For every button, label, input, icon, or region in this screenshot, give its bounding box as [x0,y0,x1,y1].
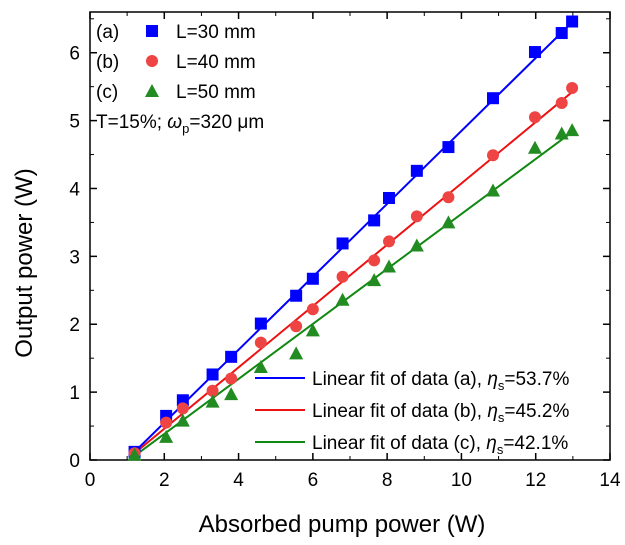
data-point-b [160,416,173,429]
y-tick-label: 2 [69,315,80,336]
legend-marker-c [145,84,159,97]
data-point-b [306,303,319,316]
x-tick-label: 10 [451,470,472,491]
legend-name-c: L=50 mm [176,82,256,103]
data-point-c [253,360,268,374]
data-point-c [224,387,239,401]
data-point-b [368,254,381,267]
data-point-b [176,402,189,415]
y-tick-label: 3 [69,247,80,268]
y-tick-label: 6 [69,44,80,65]
data-point-a [254,317,267,330]
data-point-c [486,183,500,197]
data-point-a [442,141,455,154]
data-point-c [367,273,382,287]
data-point-b [528,111,541,124]
legend-marker-a [146,25,158,37]
data-point-c [382,259,396,273]
x-tick-label: 0 [85,470,96,491]
data-point-a [225,350,238,363]
y-tick-label: 4 [69,179,80,200]
legend-fit-label-a: Linear fit of data (a), ηs=53.7% [312,369,569,393]
data-point-c [527,140,542,154]
data-point-c [409,238,424,252]
data-point-a [566,15,579,28]
data-point-b [225,372,238,385]
y-axis-label: Output power (W) [11,168,38,357]
data-point-b [290,320,303,333]
data-point-c [335,292,350,306]
y-tick-label: 0 [69,451,80,472]
y-tick-label: 1 [69,383,80,404]
x-tick-label: 2 [159,470,170,491]
fit-line-c [133,130,574,457]
condition-text: T=15%; ωp=320 μm [96,112,264,136]
x-tick-label: 4 [233,470,244,491]
fit-line-b [133,90,574,454]
legend-fit-label-b: Linear fit of data (b), ηs=45.2% [312,401,569,425]
plot-frame [89,11,611,461]
x-tick-label: 6 [308,470,319,491]
data-point-b [555,96,568,109]
data-point-c [175,413,190,427]
x-tick-label: 12 [525,470,546,491]
data-point-a [410,164,423,177]
legend-label-a: (a) [96,22,119,43]
data-point-a [290,289,303,302]
data-point-a [336,237,349,250]
data-point-a [487,92,499,105]
legend-name-b: L=40 mm [176,52,256,73]
legend-label-b: (b) [96,52,119,73]
data-point-c [289,346,304,360]
data-point-b [383,235,395,248]
data-point-c [205,394,220,408]
x-tick-label: 14 [599,470,621,491]
data-point-c [441,215,456,229]
data-point-a [306,272,319,285]
data-point-b [566,82,579,95]
data-point-a [206,368,219,381]
data-point-b [487,149,499,162]
data-point-b [254,336,267,349]
x-axis-label: Absorbed pump power (W) [199,511,486,538]
data-point-a [383,191,395,204]
legend-marker-b [146,55,158,67]
legend-fit-label-c: Linear fit of data (c), ηs=42.1% [312,433,568,457]
data-point-c [305,323,320,337]
data-point-c [159,429,174,443]
data-point-a [555,27,568,40]
data-point-b [336,270,349,283]
data-point-c [127,447,142,461]
data-point-a [368,214,381,227]
x-tick-label: 8 [382,470,393,491]
data-point-b [410,210,423,223]
y-tick-label: 5 [69,112,80,133]
data-point-b [442,191,455,204]
data-point-b [206,384,219,397]
legend-name-a: L=30 mm [176,22,256,43]
legend-label-c: (c) [96,82,118,103]
data-point-c [554,126,569,140]
data-point-a [528,46,541,59]
data-point-c [565,123,580,137]
